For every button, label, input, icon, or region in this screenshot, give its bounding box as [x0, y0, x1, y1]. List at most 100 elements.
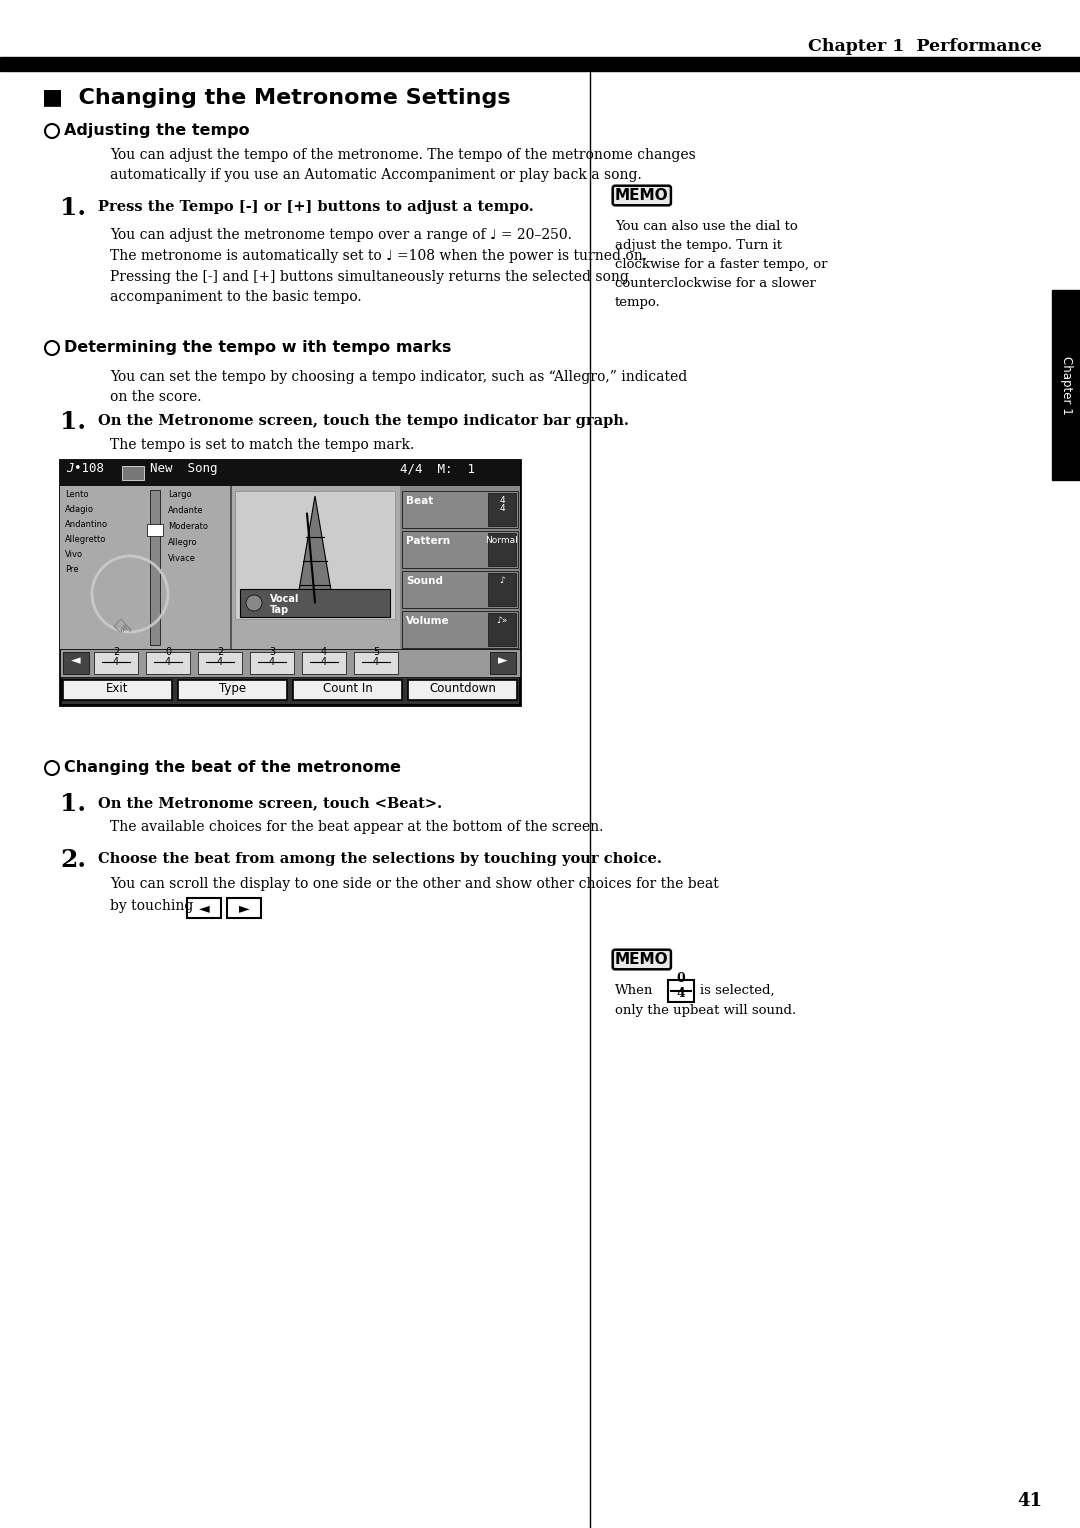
Text: Tap: Tap — [270, 605, 289, 614]
Text: On the Metronome screen, touch <Beat>.: On the Metronome screen, touch <Beat>. — [98, 796, 442, 810]
Bar — [402, 532, 518, 568]
Text: J: J — [66, 461, 73, 475]
Bar — [63, 652, 89, 674]
Text: ◄: ◄ — [71, 654, 81, 668]
Text: The metronome is automatically set to ♩ =108 when the power is turned on.: The metronome is automatically set to ♩ … — [110, 249, 647, 263]
Bar — [60, 486, 400, 649]
Text: Sound: Sound — [406, 576, 443, 587]
Text: 4: 4 — [677, 987, 686, 999]
Text: Lento: Lento — [65, 490, 89, 500]
Text: ►: ► — [239, 902, 249, 915]
Circle shape — [45, 124, 59, 138]
Text: ◄: ◄ — [199, 902, 210, 915]
Bar — [488, 573, 516, 607]
Bar — [150, 490, 160, 645]
Bar — [402, 571, 518, 608]
Bar — [94, 652, 138, 674]
Text: 0: 0 — [165, 646, 171, 657]
Bar — [402, 611, 518, 648]
FancyBboxPatch shape — [63, 680, 172, 700]
Text: 4: 4 — [165, 657, 171, 668]
Text: 4: 4 — [269, 657, 275, 668]
Text: 4: 4 — [113, 657, 119, 668]
Text: The available choices for the beat appear at the bottom of the screen.: The available choices for the beat appea… — [110, 821, 604, 834]
Text: ►: ► — [498, 654, 508, 668]
Text: •108: •108 — [75, 461, 104, 475]
Text: You can scroll the display to one side or the other and show other choices for t: You can scroll the display to one side o… — [110, 877, 719, 891]
Text: Normal: Normal — [486, 536, 518, 545]
Text: 1.: 1. — [60, 196, 86, 220]
Bar — [146, 652, 190, 674]
FancyBboxPatch shape — [178, 680, 287, 700]
Text: 4: 4 — [321, 646, 327, 657]
Bar — [488, 494, 516, 526]
Text: Vivace: Vivace — [168, 555, 195, 562]
Text: Adjusting the tempo: Adjusting the tempo — [64, 122, 249, 138]
Text: Choose the beat from among the selections by touching your choice.: Choose the beat from among the selection… — [98, 853, 662, 866]
Polygon shape — [295, 497, 335, 614]
Text: 4
4: 4 4 — [499, 497, 504, 513]
Circle shape — [246, 594, 262, 611]
Text: 4/4  M:  1: 4/4 M: 1 — [400, 461, 475, 475]
FancyBboxPatch shape — [408, 680, 517, 700]
Text: Count In: Count In — [323, 681, 373, 695]
Text: 4: 4 — [373, 657, 379, 668]
Text: Changing the beat of the metronome: Changing the beat of the metronome — [64, 759, 401, 775]
Text: Beat: Beat — [406, 497, 433, 506]
Text: Volume: Volume — [406, 616, 449, 626]
FancyBboxPatch shape — [293, 680, 402, 700]
Text: Vocal: Vocal — [270, 594, 299, 604]
Bar — [249, 652, 294, 674]
Bar — [235, 490, 395, 619]
Text: You can adjust the metronome tempo over a range of ♩ = 20–250.: You can adjust the metronome tempo over … — [110, 228, 572, 241]
Text: ☞: ☞ — [106, 614, 134, 643]
Text: by touching: by touching — [110, 898, 193, 914]
Text: 0: 0 — [677, 972, 686, 986]
Bar — [1052, 290, 1080, 480]
Text: MEMO: MEMO — [615, 188, 669, 203]
Bar — [0, 57, 1080, 70]
Text: Pattern: Pattern — [406, 536, 450, 545]
Text: 41: 41 — [1017, 1491, 1042, 1510]
Text: 1.: 1. — [60, 410, 86, 434]
Text: 2: 2 — [217, 646, 224, 657]
Text: Press the Tempo [-] or [+] buttons to adjust a tempo.: Press the Tempo [-] or [+] buttons to ad… — [98, 200, 534, 214]
Text: 3: 3 — [269, 646, 275, 657]
Text: Chapter 1: Chapter 1 — [1059, 356, 1072, 414]
FancyBboxPatch shape — [227, 898, 261, 918]
Bar — [400, 486, 519, 649]
FancyBboxPatch shape — [187, 898, 221, 918]
Text: Pressing the [-] and [+] buttons simultaneously returns the selected song
accomp: Pressing the [-] and [+] buttons simulta… — [110, 270, 629, 304]
Text: Type: Type — [219, 681, 246, 695]
Text: New  Song: New Song — [150, 461, 217, 475]
Text: Andante: Andante — [168, 506, 203, 515]
Bar — [60, 460, 519, 486]
Text: is selected,: is selected, — [700, 984, 774, 996]
Text: ♪»: ♪» — [497, 616, 508, 625]
Text: 5: 5 — [373, 646, 379, 657]
Bar — [488, 613, 516, 646]
Circle shape — [45, 761, 59, 775]
Text: Countdown: Countdown — [429, 681, 496, 695]
Text: Adagio: Adagio — [65, 504, 94, 513]
Bar — [147, 524, 163, 536]
Bar — [402, 490, 518, 529]
Text: When: When — [615, 984, 653, 996]
Text: 2: 2 — [113, 646, 119, 657]
Text: You can adjust the tempo of the metronome. The tempo of the metronome changes
au: You can adjust the tempo of the metronom… — [110, 148, 696, 182]
Text: Exit: Exit — [106, 681, 129, 695]
Bar — [488, 533, 516, 565]
Text: You can also use the dial to
adjust the tempo. Turn it
clockwise for a faster te: You can also use the dial to adjust the … — [615, 220, 827, 309]
Bar — [240, 588, 390, 617]
Bar — [354, 652, 399, 674]
Bar — [669, 979, 694, 1002]
Text: Moderato: Moderato — [168, 523, 208, 532]
Text: The tempo is set to match the tempo mark.: The tempo is set to match the tempo mark… — [110, 439, 415, 452]
Text: MEMO: MEMO — [615, 952, 669, 967]
Bar — [302, 652, 346, 674]
Bar — [60, 460, 519, 704]
Bar — [490, 652, 516, 674]
Text: ■  Changing the Metronome Settings: ■ Changing the Metronome Settings — [42, 89, 511, 108]
Text: 4: 4 — [321, 657, 327, 668]
Text: Vivo: Vivo — [65, 550, 83, 559]
